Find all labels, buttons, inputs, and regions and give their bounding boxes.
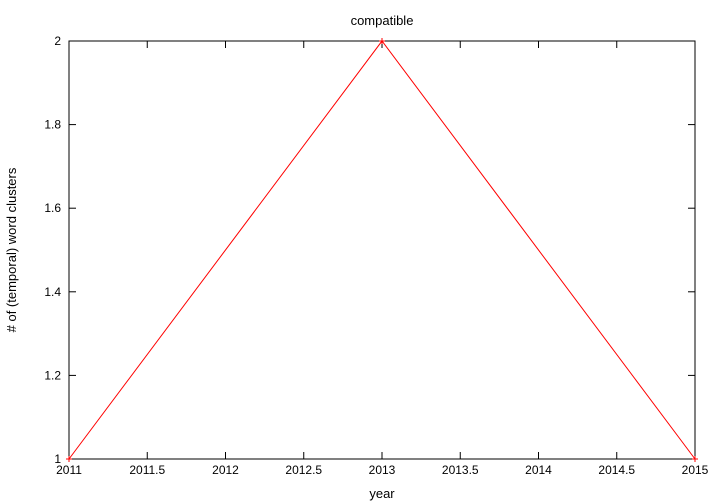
data-point bbox=[692, 456, 698, 462]
y-axis-label: # of (temporal) word clusters bbox=[4, 167, 19, 332]
data-point bbox=[379, 38, 385, 44]
series-line bbox=[68, 40, 696, 460]
chart-title: compatible bbox=[351, 13, 414, 28]
x-axis-label: year bbox=[369, 486, 395, 501]
x-tick-label: 2013 bbox=[369, 463, 396, 477]
x-tick-label: 2012 bbox=[212, 463, 239, 477]
x-tick-label: 2012.5 bbox=[285, 463, 322, 477]
x-tick-label: 2014.5 bbox=[598, 463, 635, 477]
data-point bbox=[66, 456, 72, 462]
x-tick-label: 2013.5 bbox=[442, 463, 479, 477]
x-tick-label: 2014 bbox=[525, 463, 552, 477]
series-layer bbox=[66, 38, 698, 462]
y-tick-label: 1 bbox=[54, 452, 61, 466]
y-tick-label: 2 bbox=[54, 34, 61, 48]
plot-frame bbox=[68, 40, 696, 460]
x-tick-label: 2011 bbox=[56, 463, 82, 477]
x-tick-label: 2011.5 bbox=[129, 463, 165, 477]
y-tick-label: 1.8 bbox=[44, 118, 61, 132]
x-tick-label: 2015 bbox=[682, 463, 709, 477]
y-tick-label: 1.2 bbox=[44, 368, 61, 382]
x-axis-ticks: 2011 2011.5 2012 2012.5 2013 2013.5 2014 2014.5… bbox=[56, 41, 709, 477]
y-tick-label: 1.6 bbox=[44, 201, 61, 215]
y-tick-label: 1.4 bbox=[44, 285, 61, 299]
y-axis-ticks: 1 1.2 1.4 1.6 1.8 2 bbox=[44, 34, 695, 466]
